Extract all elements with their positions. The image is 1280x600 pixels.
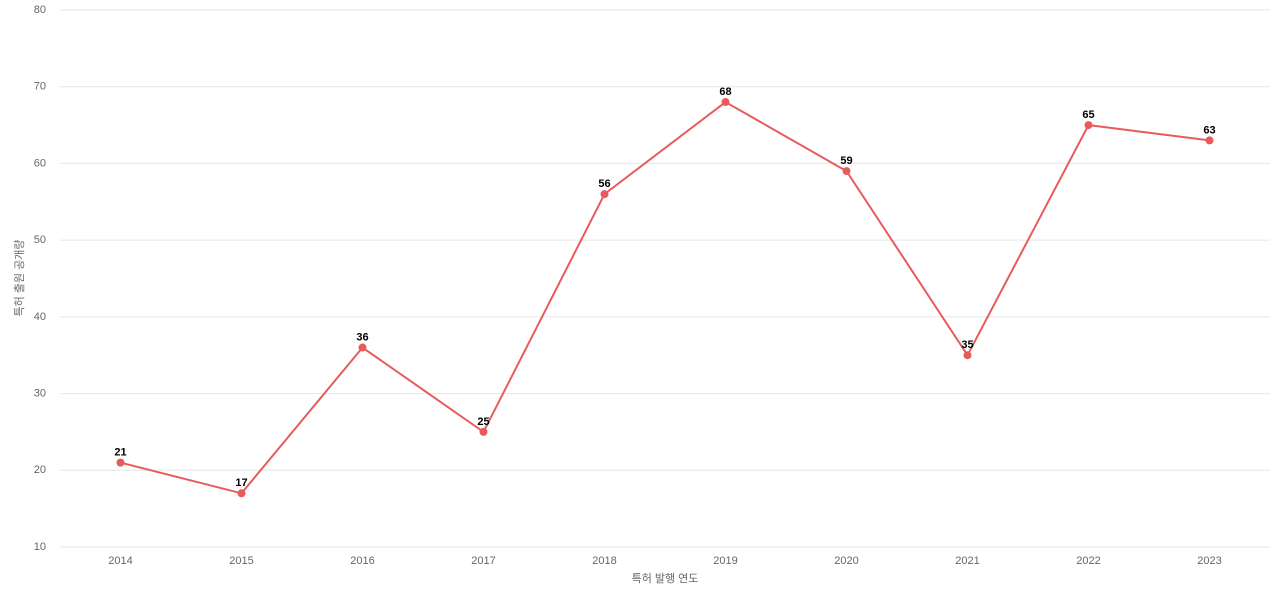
data-label: 63 <box>1203 124 1215 136</box>
y-tick-label: 50 <box>34 234 46 246</box>
data-label: 36 <box>356 331 368 343</box>
point <box>963 351 972 360</box>
data-label: 21 <box>114 447 126 459</box>
point <box>1084 121 1093 130</box>
x-tick-label: 2019 <box>713 555 737 567</box>
data-label: 65 <box>1082 109 1094 121</box>
y-tick-label: 40 <box>34 311 46 323</box>
data-label: 17 <box>235 477 247 489</box>
point <box>1205 136 1214 145</box>
y-tick-label: 60 <box>34 157 46 169</box>
point <box>842 167 851 176</box>
x-tick-label: 2023 <box>1197 555 1221 567</box>
data-label: 68 <box>719 86 731 98</box>
x-tick-label: 2022 <box>1076 555 1100 567</box>
x-tick-label: 2016 <box>350 555 374 567</box>
point <box>479 427 488 436</box>
data-label: 25 <box>477 416 489 428</box>
point <box>237 489 246 498</box>
y-tick-label: 20 <box>34 464 46 476</box>
data-label: 56 <box>598 178 610 190</box>
y-tick-label: 70 <box>34 81 46 93</box>
data-label: 35 <box>961 339 973 351</box>
line <box>120 100 1210 495</box>
point <box>358 343 367 352</box>
point <box>600 190 609 199</box>
x-tick-label: 2015 <box>229 555 253 567</box>
data-label: 59 <box>840 155 852 167</box>
x-tick-label: 2020 <box>834 555 858 567</box>
y-tick-label: 10 <box>34 541 46 553</box>
x-tick-label: 2018 <box>592 555 616 567</box>
y-axis-title: 특허 출원 공개량 <box>13 240 26 317</box>
y-tick-label: 30 <box>34 387 46 399</box>
point <box>116 458 125 467</box>
point <box>721 98 730 107</box>
x-tick-label: 2014 <box>108 555 132 567</box>
x-axis-title: 특허 발행 연도 <box>632 572 699 585</box>
x-tick-label: 2021 <box>955 555 979 567</box>
x-tick-label: 2017 <box>471 555 495 567</box>
y-tick-label: 80 <box>34 4 46 16</box>
